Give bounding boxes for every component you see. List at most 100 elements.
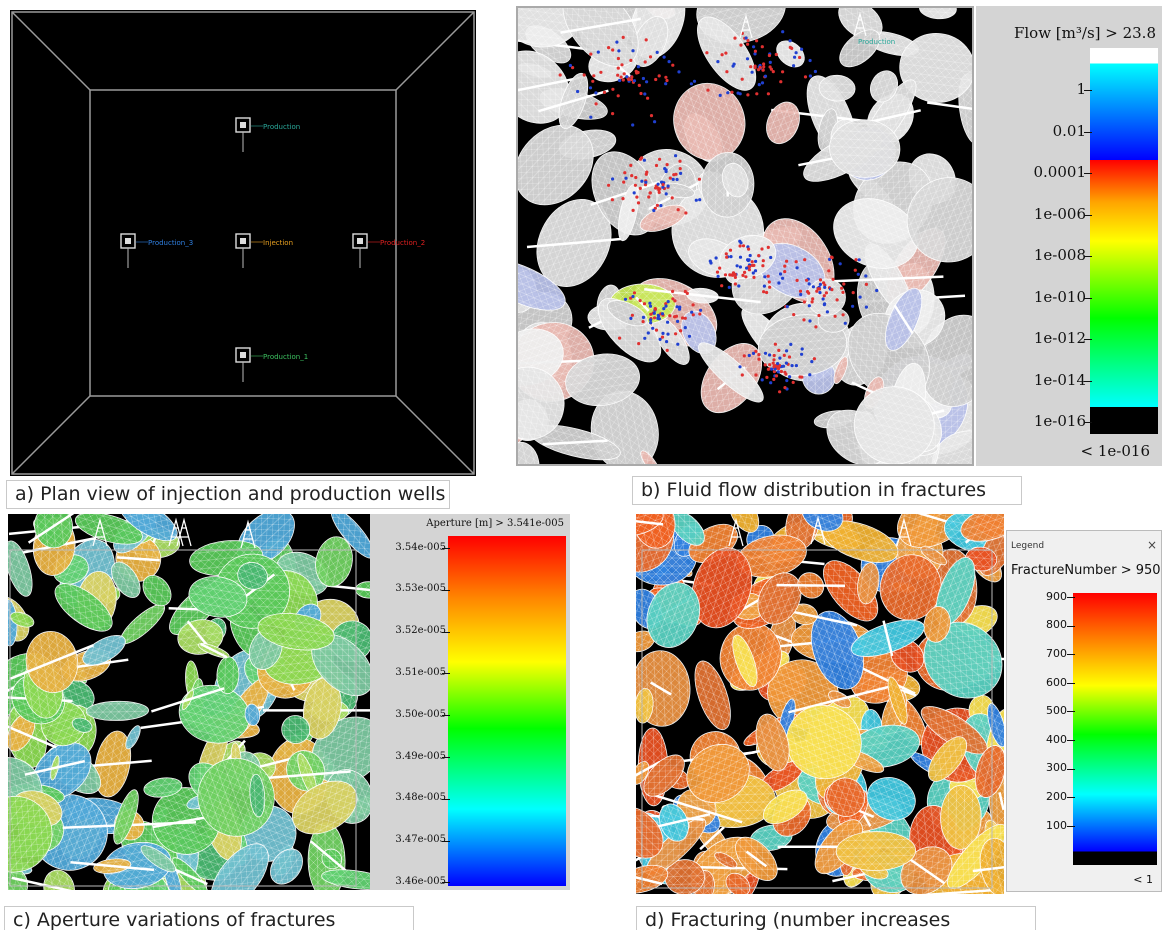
- flow-speck: [651, 326, 655, 330]
- flow-speck: [692, 79, 697, 83]
- flow-speck: [641, 76, 645, 81]
- legend-tick-mark: [1084, 256, 1092, 257]
- flow-speck: [808, 74, 812, 78]
- flow-speck: [664, 302, 668, 306]
- flow-speck: [660, 335, 665, 339]
- fracture-edge: [27, 514, 75, 544]
- legend-tick-mark: [442, 882, 450, 884]
- flow-speck: [729, 255, 733, 259]
- flow-speck: [653, 307, 658, 311]
- flow-speck: [763, 351, 768, 355]
- flow-speck: [648, 304, 653, 308]
- legend-tick-mark: [1067, 768, 1075, 770]
- flow-speck: [843, 321, 847, 325]
- fracture-mesh: [119, 514, 178, 541]
- flow-speck: [576, 89, 580, 94]
- flow-speck: [568, 63, 572, 68]
- flow-speck: [716, 60, 720, 64]
- fracture-mesh: [518, 328, 564, 386]
- flow-speck: [740, 77, 744, 81]
- flow-fracture-canvas: Production: [518, 8, 972, 464]
- flow-speck: [652, 311, 656, 315]
- flow-speck: [800, 47, 804, 51]
- fracture-mesh: [928, 736, 967, 782]
- caption-d: d) Fracturing (number increases: [636, 906, 1036, 930]
- flow-speck: [768, 285, 772, 289]
- flow-speck: [864, 282, 868, 286]
- well-label: Production_1: [263, 353, 308, 361]
- legend-tick-label: 1e-006: [1033, 204, 1086, 223]
- flow-speck: [666, 300, 670, 304]
- flow-speck: [818, 291, 822, 295]
- fracture-mesh: [870, 70, 898, 103]
- fracturing-view: [636, 514, 1004, 894]
- fracture-edge: [635, 296, 650, 312]
- flow-speck: [777, 366, 781, 370]
- flow-speck: [718, 266, 722, 270]
- flow-speck: [776, 362, 780, 366]
- legend-tick-label: 1: [1076, 80, 1086, 99]
- fracture-mesh: [518, 442, 540, 464]
- flow-speck: [767, 280, 771, 284]
- close-icon[interactable]: ×: [1146, 538, 1157, 552]
- fracture-mesh: [756, 714, 790, 771]
- flow-speck: [629, 77, 634, 82]
- fracture-legend-title: FractureNumber > 950: [1011, 563, 1161, 578]
- fracture-mesh: [671, 514, 705, 546]
- fracture-edge: [560, 17, 642, 34]
- fracture-mesh: [518, 125, 594, 205]
- flow-speck: [665, 348, 669, 352]
- flow-speck: [773, 342, 777, 346]
- flow-speck: [858, 295, 862, 299]
- flow-speck: [794, 260, 798, 264]
- flow-speck: [673, 299, 677, 303]
- flow-speck: [810, 300, 814, 304]
- fracture-edge: [699, 826, 725, 851]
- flow-speck: [783, 386, 787, 390]
- flow-speck: [720, 284, 724, 288]
- legend-tick-mark: [1067, 654, 1075, 656]
- flow-speck: [777, 281, 781, 285]
- panel-b: Production Flow [m³/s] > 23.8 < 1e-016 1…: [516, 6, 1162, 512]
- fracture-edge: [263, 770, 351, 780]
- fracture-mesh: [857, 562, 880, 604]
- legend-tick-mark: [442, 715, 450, 717]
- flow-speck: [649, 312, 653, 316]
- fracture-mesh: [822, 520, 898, 563]
- flow-speck: [654, 77, 658, 82]
- flow-speck: [783, 270, 787, 274]
- flow-speck: [794, 364, 798, 368]
- fracture-mesh: [518, 260, 566, 311]
- aperture-fracture-canvas: [8, 514, 370, 890]
- flow-speck: [558, 73, 562, 77]
- fracture-mesh: [673, 83, 745, 161]
- flow-speck: [638, 299, 642, 303]
- flow-speck: [672, 173, 676, 177]
- legend-tick-mark: [1067, 825, 1075, 827]
- flow-speck: [643, 183, 648, 187]
- legend-tick-label: 600: [1046, 675, 1067, 689]
- flow-legend-below-label: < 1e-016: [1080, 442, 1150, 460]
- flow-speck: [725, 70, 729, 74]
- flow-speck: [769, 381, 773, 385]
- fracture-mesh: [311, 634, 370, 696]
- flow-speck: [806, 290, 810, 294]
- flow-speck: [811, 297, 815, 301]
- flow-speck: [643, 336, 647, 340]
- flow-speck: [808, 319, 812, 323]
- legend-tick-label: 3.48e-005: [395, 792, 446, 804]
- flow-speck: [748, 265, 752, 269]
- flow-speck: [762, 290, 766, 294]
- legend-tick-label: 3.47e-005: [395, 834, 446, 846]
- flow-speck: [739, 241, 743, 245]
- flow-speck: [741, 273, 745, 277]
- flow-speck: [676, 342, 680, 346]
- flow-speck: [620, 63, 624, 67]
- caption-b: b) Fluid flow distribution in fractures: [632, 476, 1022, 505]
- flow-speck: [621, 78, 625, 82]
- flow-speck: [716, 274, 720, 278]
- legend-tick-label: 1e-014: [1033, 370, 1086, 389]
- flow-speck: [754, 259, 758, 263]
- flow-speck: [642, 302, 647, 306]
- fracture-mesh: [833, 198, 919, 269]
